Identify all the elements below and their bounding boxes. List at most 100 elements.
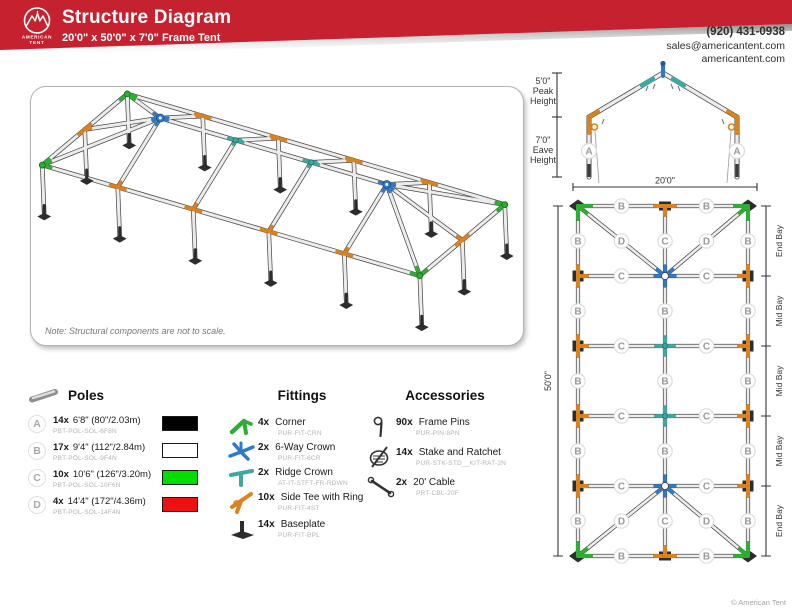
svg-text:C: C xyxy=(618,411,625,422)
page-subtitle: 20'0" x 50'0" x 7'0" Frame Tent xyxy=(62,32,221,44)
svg-text:End Bay: End Bay xyxy=(774,224,784,257)
title-block: Structure Diagram 20'0" x 50'0" x 7'0" F… xyxy=(62,7,231,44)
svg-text:B: B xyxy=(574,236,581,247)
logo-mountains-icon xyxy=(25,12,49,28)
svg-text:D: D xyxy=(618,236,625,247)
accessory-row-pins: 90x Frame Pins PUR-PIN-8PN xyxy=(366,415,524,439)
cable-icon xyxy=(367,476,395,498)
svg-text:C: C xyxy=(618,271,625,282)
fitting-row-sidetee: 10x Side Tee with Ring PUR-FIT-4ST xyxy=(228,490,376,514)
ridge-crown-icon xyxy=(229,469,254,487)
svg-text:B: B xyxy=(574,376,581,387)
pole-size: 14'4" (172"/4.36m) xyxy=(67,496,146,507)
scale-note: Note: Structural components are not to s… xyxy=(45,326,226,336)
six-way-crown-icon xyxy=(228,441,255,461)
svg-text:D: D xyxy=(703,516,710,527)
ridge-crown-right xyxy=(670,76,687,88)
pole-letter-badge: A xyxy=(28,415,46,433)
pole-size: 10'6" (126"/3.20m) xyxy=(72,469,152,480)
pole-row-b: B 17x 9'4" (112"/2.84m) PBT-POL-SOL-9F4N xyxy=(28,442,232,462)
pole-sku: PBT-POL-SOL-14F4N xyxy=(53,508,121,516)
peak-height-dim: 5'0" xyxy=(536,76,551,86)
logo-text-american: AMERICAN xyxy=(22,35,52,40)
pole-icon xyxy=(29,389,58,403)
svg-text:B: B xyxy=(661,446,668,457)
svg-text:Height: Height xyxy=(530,96,557,106)
elevation-view-svg: A A 5'0" Peak Height 7'0" Eave Height 20… xyxy=(530,60,758,191)
pole-color-swatch xyxy=(162,497,198,512)
fitting-row-ridge: 2x Ridge Crown AT-IT-STFT-FR-RDWN xyxy=(228,465,376,487)
iso-view-panel: Note: Structural components are not to s… xyxy=(30,86,524,346)
pole-row-d: D 4x 14'4" (172"/4.36m) PBT-POL-SOL-14F4N xyxy=(28,496,232,516)
pole-qty: 4x xyxy=(53,496,64,507)
pole-color-swatch xyxy=(162,470,198,485)
pole-qty: 14x xyxy=(53,415,69,426)
svg-text:B: B xyxy=(661,306,668,317)
header-banner xyxy=(0,0,792,57)
iso-wireframe-svg xyxy=(37,90,514,332)
svg-text:C: C xyxy=(703,411,710,422)
pole-sku: PBT-POL-SOL-6F8N xyxy=(53,427,117,435)
plan-view-svg: B B B B C C C C C C C C B B C B B B B B B B B B B B C D D D D 50'0" End … xyxy=(543,198,784,564)
svg-text:B: B xyxy=(618,551,625,562)
ridge-crown-left xyxy=(639,76,656,88)
website-url[interactable]: americantent.com xyxy=(701,53,785,65)
fitting-row-baseplate: 14x Baseplate PUR-FIT-BPL xyxy=(228,517,376,541)
corner-icon xyxy=(229,418,253,435)
width-dim: 20'0" xyxy=(655,176,675,186)
pole-size: 9'4" (112"/2.84m) xyxy=(72,442,146,453)
side-tee-icon xyxy=(230,492,253,514)
pole-letter-badge: D xyxy=(28,496,46,514)
svg-text:C: C xyxy=(703,271,710,282)
accessories-heading: Accessories xyxy=(405,387,485,403)
svg-text:Mid Bay: Mid Bay xyxy=(774,295,784,326)
eave-fitting-left xyxy=(587,109,600,135)
svg-text:50'0": 50'0" xyxy=(543,371,553,391)
pole-sku: PBT-POL-SOL-10F6N xyxy=(53,481,121,489)
accessories-legend: Accessories 90x Frame Pins PUR-PIN-8PN 14… xyxy=(366,386,524,505)
poles-legend: Poles A 14x 6'8" (80"/2.03m) PBT-POL-SOL-… xyxy=(28,386,232,523)
stake-line-left xyxy=(594,130,600,184)
svg-text:C: C xyxy=(618,481,625,492)
leg-label-right: A xyxy=(733,147,740,158)
svg-text:B: B xyxy=(744,376,751,387)
svg-text:B: B xyxy=(661,376,668,387)
email-address[interactable]: sales@americantent.com xyxy=(666,40,785,52)
accessory-row-stake: 14x Stake and Ratchet PUR-STK-STD__KIT-RA… xyxy=(366,445,524,469)
logo-text-tent: TENT xyxy=(29,40,44,45)
pole-qty: 10x xyxy=(53,469,69,480)
svg-text:B: B xyxy=(574,306,581,317)
baseplate-icon xyxy=(231,521,254,539)
leg-label-left: A xyxy=(585,147,592,158)
frame-pins xyxy=(601,83,725,125)
fittings-legend: Fittings 4x Corner PUR-FIT-CRN 2x 6-Way Cr… xyxy=(228,386,376,544)
eave-fitting-right xyxy=(726,109,739,135)
svg-text:B: B xyxy=(574,446,581,457)
stake-line-right xyxy=(726,130,732,184)
pole-row-a: A 14x 6'8" (80"/2.03m) PBT-POL-SOL-6F8N xyxy=(28,415,232,435)
fitting-row-corner: 4x Corner PUR-FIT-CRN xyxy=(228,415,376,437)
eave-height-dim: 7'0" xyxy=(536,135,551,145)
pole-letter-badge: B xyxy=(28,442,46,460)
accessory-row-cable: 2x 20' Cable PRT-CBL-20F xyxy=(366,475,524,499)
svg-text:Peak: Peak xyxy=(533,86,554,96)
ring-left xyxy=(590,123,599,131)
svg-text:D: D xyxy=(618,516,625,527)
svg-text:B: B xyxy=(618,201,625,212)
svg-text:B: B xyxy=(744,306,751,317)
svg-text:B: B xyxy=(703,551,710,562)
svg-text:C: C xyxy=(703,481,710,492)
svg-text:End Bay: End Bay xyxy=(774,504,784,537)
american-tent-logo: AMERICAN TENT xyxy=(22,7,52,45)
svg-text:C: C xyxy=(661,516,668,527)
fitting-row-6way: 2x 6-Way Crown PUR-FIT-6CR xyxy=(228,440,376,462)
stake-ratchet-icon xyxy=(369,446,389,468)
pole-size: 6'8" (80"/2.03m) xyxy=(72,415,141,426)
pole-color-swatch xyxy=(162,443,198,458)
svg-text:Eave: Eave xyxy=(533,145,554,155)
frame-pin-icon xyxy=(373,416,383,438)
banner-red-shape xyxy=(0,0,792,50)
svg-text:Mid Bay: Mid Bay xyxy=(774,365,784,396)
pole-color-swatch xyxy=(162,416,198,431)
pole-letter-badge: C xyxy=(28,469,46,487)
